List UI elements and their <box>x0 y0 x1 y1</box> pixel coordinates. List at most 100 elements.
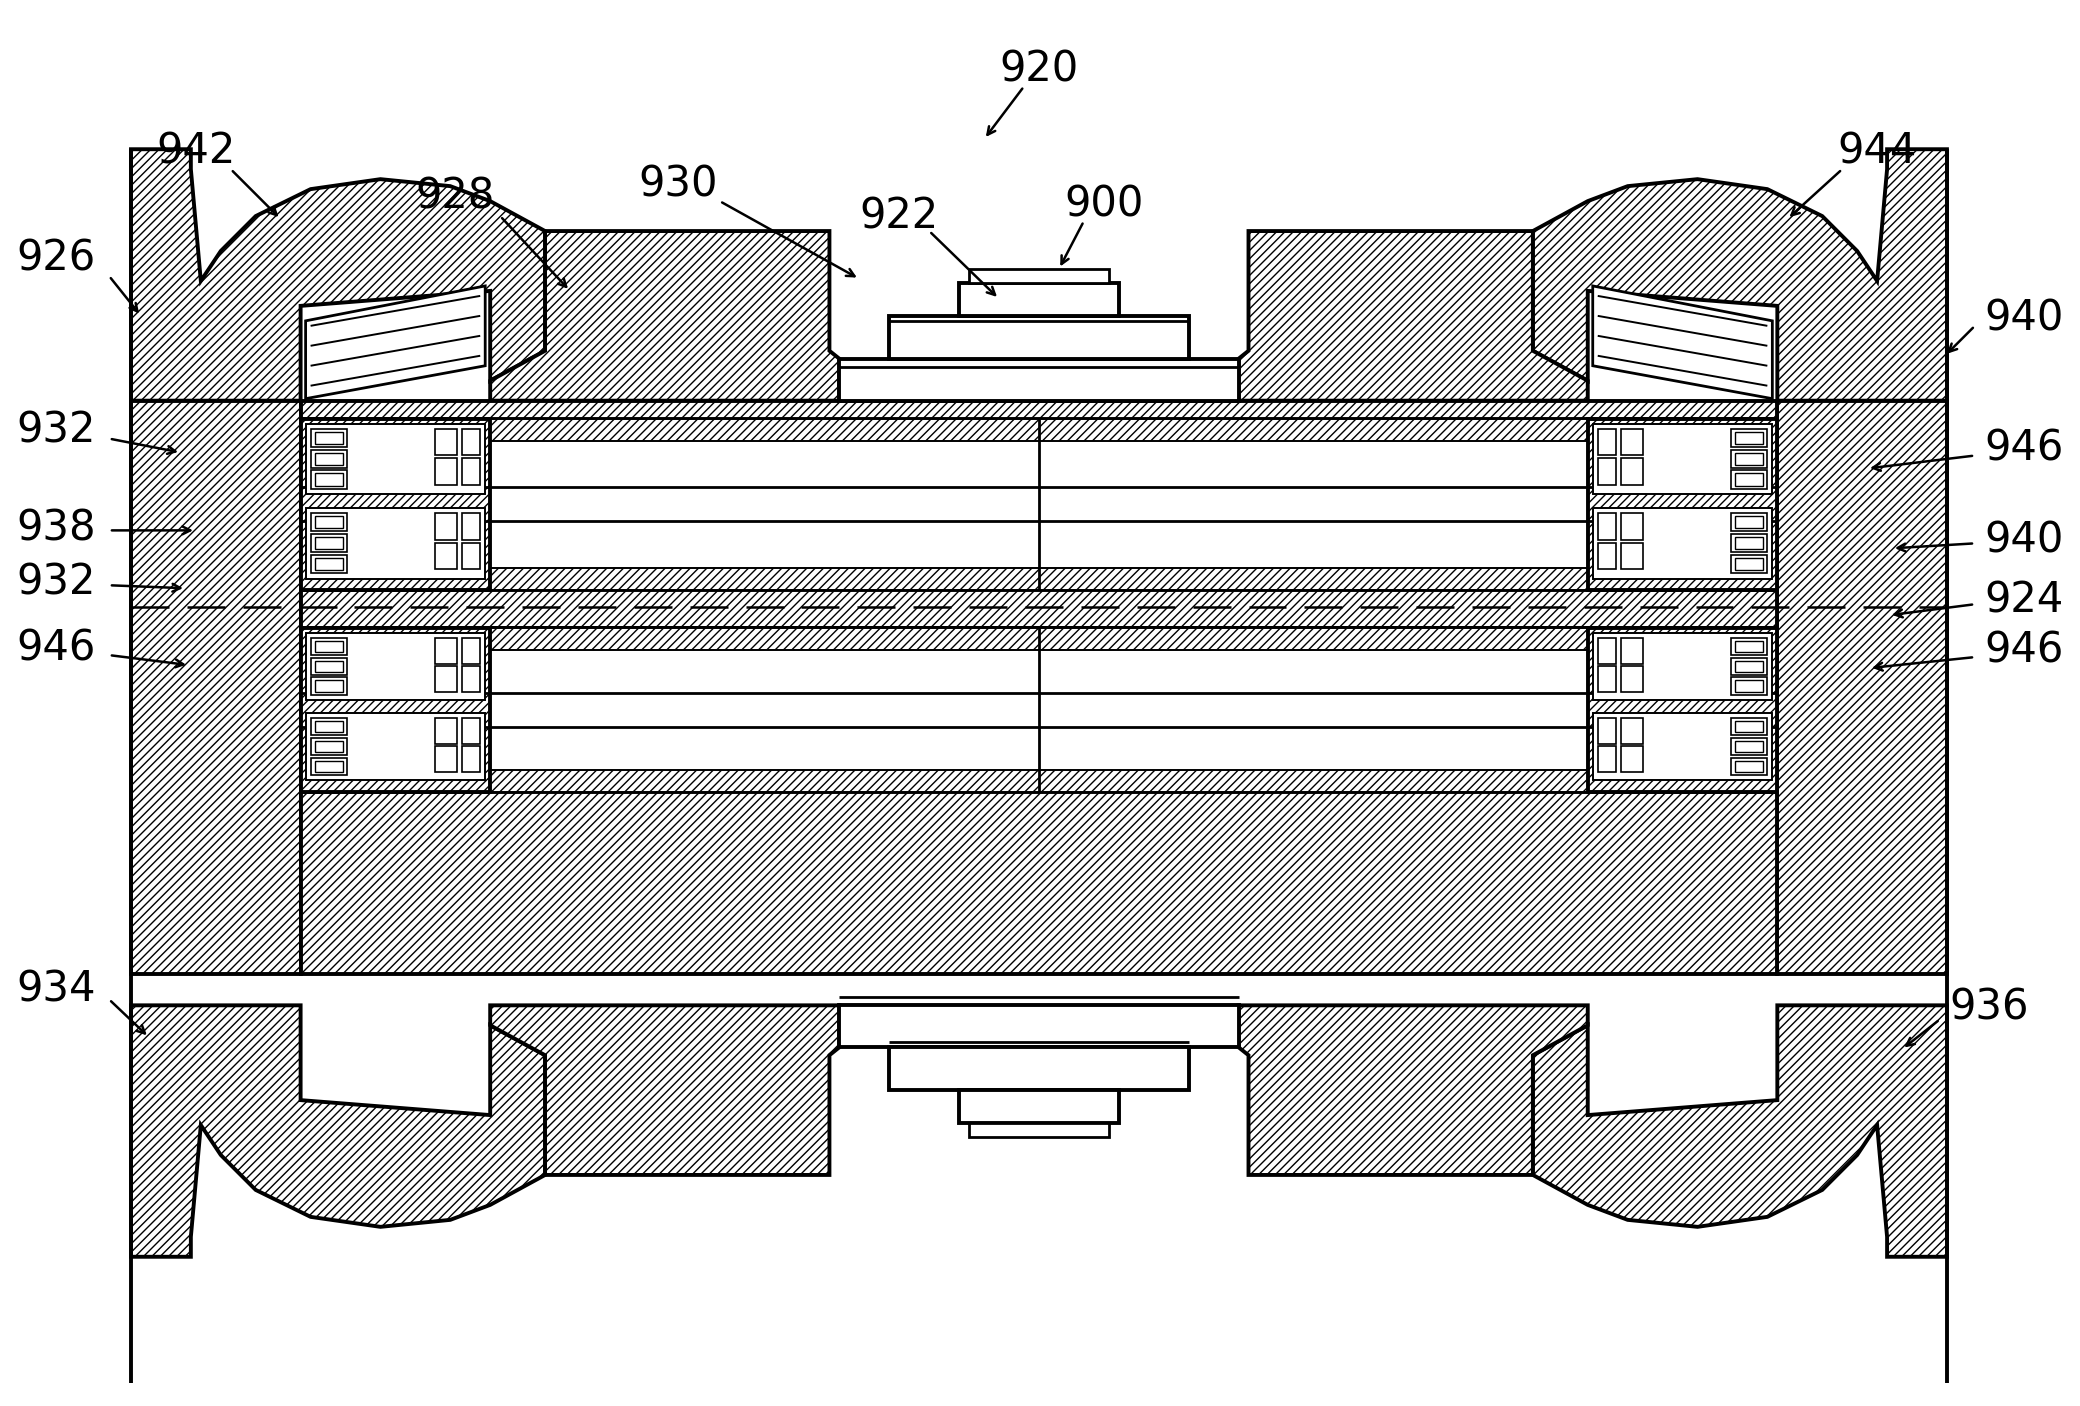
Bar <box>302 419 1776 591</box>
Bar <box>1620 543 1643 569</box>
Text: 924: 924 <box>1984 579 2063 621</box>
Text: 946: 946 <box>1984 427 2063 470</box>
Polygon shape <box>131 149 545 401</box>
Bar <box>302 568 1776 591</box>
Bar <box>314 516 343 529</box>
Bar <box>462 718 480 744</box>
Polygon shape <box>1533 149 1947 401</box>
Bar <box>1731 554 1768 572</box>
Bar <box>959 1090 1119 1123</box>
Bar <box>1620 513 1643 540</box>
Bar <box>302 770 1776 792</box>
Bar <box>1735 681 1764 692</box>
Text: 920: 920 <box>998 48 1080 90</box>
Text: 940: 940 <box>1984 519 2063 561</box>
Bar <box>302 792 1776 974</box>
Bar <box>306 508 485 578</box>
Bar <box>310 471 347 489</box>
Bar <box>314 681 343 692</box>
Bar <box>1776 401 1947 974</box>
Text: 934: 934 <box>17 969 96 1011</box>
Bar <box>890 1047 1188 1090</box>
Text: 922: 922 <box>859 195 938 238</box>
Text: 928: 928 <box>416 176 495 217</box>
Bar <box>302 628 491 792</box>
Bar <box>1597 458 1616 485</box>
Bar <box>1597 638 1616 664</box>
Bar <box>1735 721 1764 733</box>
Polygon shape <box>1593 285 1772 399</box>
Polygon shape <box>131 1005 545 1257</box>
Text: 946: 946 <box>1984 628 2063 671</box>
Bar <box>314 537 343 548</box>
Bar <box>314 474 343 485</box>
Bar <box>1620 718 1643 744</box>
Bar <box>1587 628 1776 792</box>
Bar <box>1735 761 1764 772</box>
Text: 938: 938 <box>17 508 96 550</box>
Bar <box>310 738 347 755</box>
Bar <box>1735 432 1764 444</box>
Bar <box>1597 747 1616 772</box>
Bar <box>435 429 458 456</box>
Polygon shape <box>491 1005 840 1175</box>
Bar <box>314 661 343 672</box>
Bar <box>314 741 343 752</box>
Bar <box>1593 713 1772 780</box>
Bar <box>1620 638 1643 664</box>
Polygon shape <box>1238 1005 1587 1175</box>
Bar <box>1735 474 1764 485</box>
Bar <box>462 513 480 540</box>
Bar <box>462 638 480 664</box>
Bar <box>435 513 458 540</box>
Polygon shape <box>491 231 840 401</box>
Bar <box>435 458 458 485</box>
Bar <box>1620 429 1643 456</box>
Bar <box>314 761 343 772</box>
Bar <box>310 554 347 572</box>
Bar <box>890 316 1188 359</box>
Bar <box>310 513 347 531</box>
Bar <box>1593 423 1772 495</box>
Bar <box>1731 738 1768 755</box>
Text: 944: 944 <box>1837 131 1918 172</box>
Text: 942: 942 <box>156 131 235 172</box>
Polygon shape <box>1533 1005 1947 1257</box>
Bar <box>1731 718 1768 735</box>
Bar <box>314 558 343 569</box>
Bar <box>310 658 347 675</box>
Bar <box>306 423 485 495</box>
Bar <box>1735 661 1764 672</box>
Bar <box>310 534 347 553</box>
Bar <box>131 401 302 974</box>
Bar <box>1731 638 1768 655</box>
Bar <box>302 591 1776 628</box>
Bar <box>435 666 458 692</box>
Bar <box>1731 678 1768 695</box>
Bar <box>1597 429 1616 456</box>
Bar <box>302 419 1776 440</box>
Bar <box>314 721 343 733</box>
Bar <box>302 401 1776 419</box>
Text: 932: 932 <box>17 409 96 451</box>
Bar <box>462 458 480 485</box>
Polygon shape <box>306 285 485 399</box>
Bar <box>1735 641 1764 652</box>
Bar <box>1620 747 1643 772</box>
Bar <box>1597 718 1616 744</box>
Text: 936: 936 <box>1949 987 2028 1028</box>
Bar <box>314 453 343 465</box>
Bar <box>1593 633 1772 700</box>
Bar <box>310 429 347 447</box>
Bar <box>1620 666 1643 692</box>
Bar <box>1731 450 1768 468</box>
Bar <box>1731 513 1768 531</box>
Bar <box>1731 429 1768 447</box>
Bar <box>435 747 458 772</box>
Bar <box>1735 453 1764 465</box>
Text: 930: 930 <box>639 163 718 205</box>
Polygon shape <box>1238 231 1587 401</box>
Text: 900: 900 <box>1065 183 1144 225</box>
Bar <box>969 269 1109 283</box>
Bar <box>302 628 1776 650</box>
